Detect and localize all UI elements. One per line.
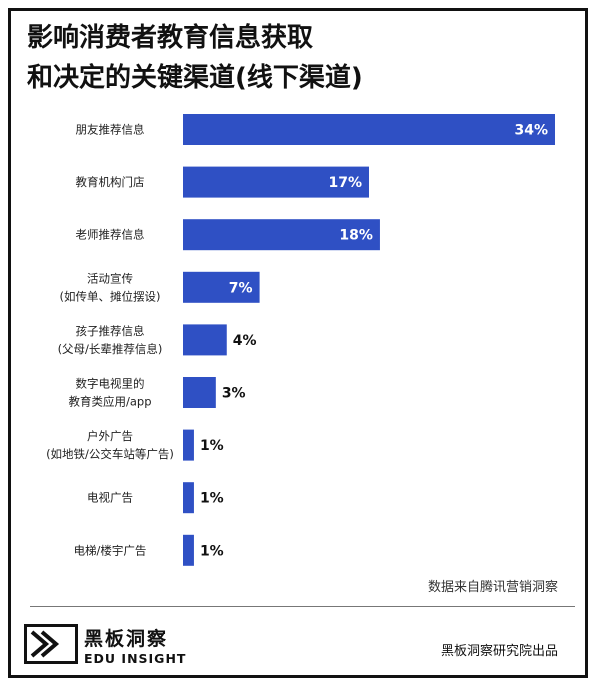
- category-label: 孩子推荐信息: [76, 324, 145, 338]
- category-label: 活动宣传: [87, 271, 133, 285]
- bar: [183, 324, 227, 356]
- publisher-credit: 黑板洞察研究院出品: [440, 644, 558, 659]
- bar-value-label: 18%: [339, 228, 373, 244]
- logo-name-en: EDU INSIGHT: [84, 651, 187, 666]
- source-note: 数据来自腾讯营销洞察: [427, 580, 558, 595]
- bar: [183, 271, 260, 303]
- bar-value-label: 7%: [229, 280, 253, 296]
- bar: [183, 429, 194, 461]
- category-label: 数字电视里的: [76, 377, 145, 391]
- chart-title: 影响消费者教育信息获取 和决定的关键渠道(线下渠道): [27, 18, 363, 98]
- divider: [30, 606, 575, 607]
- bar: [183, 534, 194, 566]
- brand-logo: 黑板洞察 EDU INSIGHT: [24, 622, 224, 670]
- category-label: 老师推荐信息: [76, 228, 145, 242]
- bar: [183, 377, 216, 408]
- chart-title-line-1: 影响消费者教育信息获取: [27, 23, 314, 53]
- bar-chart: 34% 朋友推荐信息 17% 教育机构门店 18% 老师推荐信息 7% 活动宣传 (如传单、摊位…: [46, 114, 555, 566]
- bar: [183, 482, 194, 514]
- bar-value-label: 1%: [200, 491, 224, 507]
- edu-insight-logo-icon: [24, 624, 78, 664]
- bar: [183, 166, 369, 198]
- bar: [183, 114, 555, 145]
- category-label: (如地铁/公交车站等广告): [46, 447, 174, 461]
- bar-value-label: 34%: [514, 123, 548, 139]
- category-label: 户外广告: [87, 429, 133, 443]
- category-label: (如传单、摊位摆设): [60, 289, 161, 303]
- category-label: (父母/长辈推荐信息): [58, 342, 163, 356]
- category-label: 教育机构门店: [76, 175, 145, 189]
- bar-value-label: 1%: [200, 438, 224, 454]
- logo-name-cn: 黑板洞察: [84, 628, 169, 650]
- category-label: 朋友推荐信息: [76, 123, 145, 137]
- chart-title-line-2: 和决定的关键渠道(线下渠道): [27, 63, 363, 93]
- category-label: 教育类应用/app: [68, 395, 151, 409]
- category-label: 电梯/楼宇广告: [74, 543, 147, 557]
- page-frame: [8, 8, 588, 678]
- bar-value-label: 17%: [328, 175, 362, 191]
- bar: [183, 219, 380, 251]
- bar-value-label: 4%: [233, 333, 257, 349]
- category-label: 电视广告: [87, 491, 133, 505]
- bar-value-label: 3%: [222, 386, 246, 402]
- bar-value-label: 1%: [200, 543, 224, 559]
